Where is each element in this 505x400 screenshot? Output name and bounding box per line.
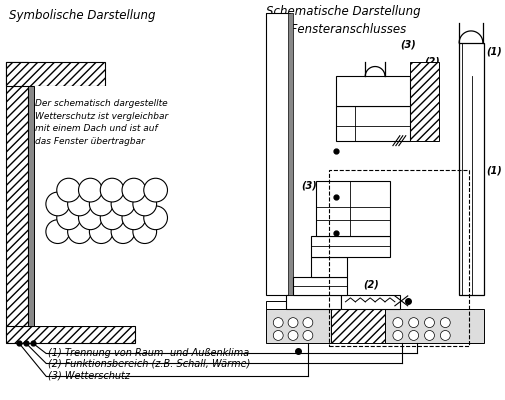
Text: (1): (1) [486,165,501,175]
Ellipse shape [57,178,80,202]
Bar [266,13,290,295]
Circle shape [409,330,419,340]
Ellipse shape [100,206,124,230]
Text: (3): (3) [400,40,416,50]
Ellipse shape [68,192,91,216]
Bar [335,106,410,141]
Circle shape [273,318,283,328]
Bar [335,76,410,106]
Text: (2): (2) [425,56,440,66]
Ellipse shape [144,206,168,230]
Bar [311,257,347,277]
Text: (1): (1) [486,47,501,57]
Text: (3): (3) [410,78,426,88]
Circle shape [440,330,450,340]
Text: (2) Funktionsbereich (z.B. Schall, Wärme): (2) Funktionsbereich (z.B. Schall, Wärme… [48,358,250,368]
Bar [288,13,293,295]
Circle shape [393,330,403,340]
Circle shape [425,330,434,340]
Bar [28,86,34,326]
Bar [266,301,286,309]
Text: (3) Wetterschutz: (3) Wetterschutz [48,371,130,381]
Circle shape [393,318,403,328]
Text: (3): (3) [301,180,317,190]
Bar [34,86,133,326]
Bar [385,309,484,343]
Circle shape [440,318,450,328]
Circle shape [273,330,283,340]
Bar [7,326,135,343]
Circle shape [425,318,434,328]
Bar [459,43,484,295]
Text: (1) Trennung von Raum- und Außenklima: (1) Trennung von Raum- und Außenklima [48,348,249,358]
Bar [340,295,400,309]
Ellipse shape [89,220,113,244]
Circle shape [303,318,313,328]
Ellipse shape [111,220,135,244]
Bar [410,62,439,141]
Circle shape [303,330,313,340]
Ellipse shape [68,220,91,244]
Ellipse shape [111,192,135,216]
Bar [311,236,390,257]
Text: Schematische Darstellung
des Fensteranschlusses: Schematische Darstellung des Fensteransc… [266,5,421,36]
Ellipse shape [144,178,168,202]
Ellipse shape [122,206,146,230]
Ellipse shape [78,178,102,202]
Bar [266,309,331,343]
Ellipse shape [78,206,102,230]
Ellipse shape [133,220,157,244]
Ellipse shape [133,192,157,216]
Bar [293,277,347,295]
Bar [331,309,385,343]
Text: (2): (2) [363,279,379,289]
Ellipse shape [100,178,124,202]
Ellipse shape [122,178,146,202]
Text: (3): (3) [335,86,351,96]
Bar [7,62,105,86]
Bar [329,170,469,346]
Circle shape [409,318,419,328]
Bar [316,181,390,236]
Bar [286,295,340,309]
Ellipse shape [46,220,70,244]
Ellipse shape [89,192,113,216]
Circle shape [288,330,298,340]
Ellipse shape [46,192,70,216]
Bar [7,62,28,338]
Ellipse shape [57,206,80,230]
Circle shape [288,318,298,328]
Text: Der schematisch dargestellte
Wetterschutz ist vergleichbar
mit einem Dach und is: Der schematisch dargestellte Wetterschut… [35,99,168,146]
Text: Symbolische Darstellung: Symbolische Darstellung [9,9,156,22]
